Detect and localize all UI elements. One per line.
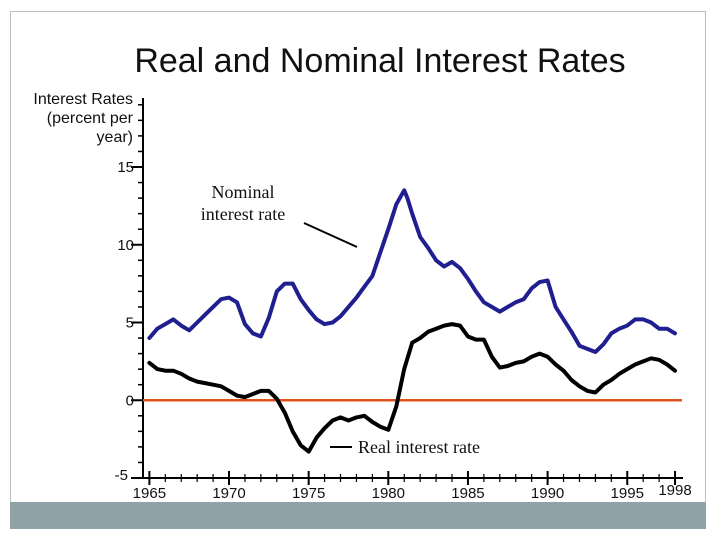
y-tick-label: -5 [115, 467, 128, 484]
x-tick-label: 1970 [212, 485, 245, 502]
y-axis-label-line1: Interest Rates [33, 91, 133, 108]
x-tick-label: 1998 [658, 482, 691, 499]
x-tick-label: 1995 [611, 485, 644, 502]
y-axis-label-line3: year) [97, 129, 133, 146]
y-axis-label-line2: (percent per [47, 110, 134, 127]
x-tick-label: 1990 [531, 485, 564, 502]
x-tick-label: 1980 [372, 485, 405, 502]
annotation-nominal-line1: Nominal [212, 182, 275, 202]
x-tick-label: 1965 [133, 485, 166, 502]
annotation-nominal-pointer [303, 222, 358, 248]
annotation-nominal-line2: interest rate [201, 204, 285, 224]
y-tick-label: 10 [117, 237, 134, 254]
real-rate-line [147, 322, 677, 454]
y-tick-label: 5 [126, 315, 134, 332]
footer-bar [10, 502, 706, 529]
x-tick-label: 1985 [451, 485, 484, 502]
annotation-real: Real interest rate [358, 437, 480, 457]
x-tick-label: 1975 [292, 485, 325, 502]
y-axis-label: Interest Rates (percent per year) [33, 91, 133, 146]
y-tick-label: 0 [126, 392, 134, 409]
y-tick-label: 15 [117, 159, 134, 176]
chart-title: Real and Nominal Interest Rates [134, 42, 626, 80]
nominal-rate-line [147, 188, 677, 354]
